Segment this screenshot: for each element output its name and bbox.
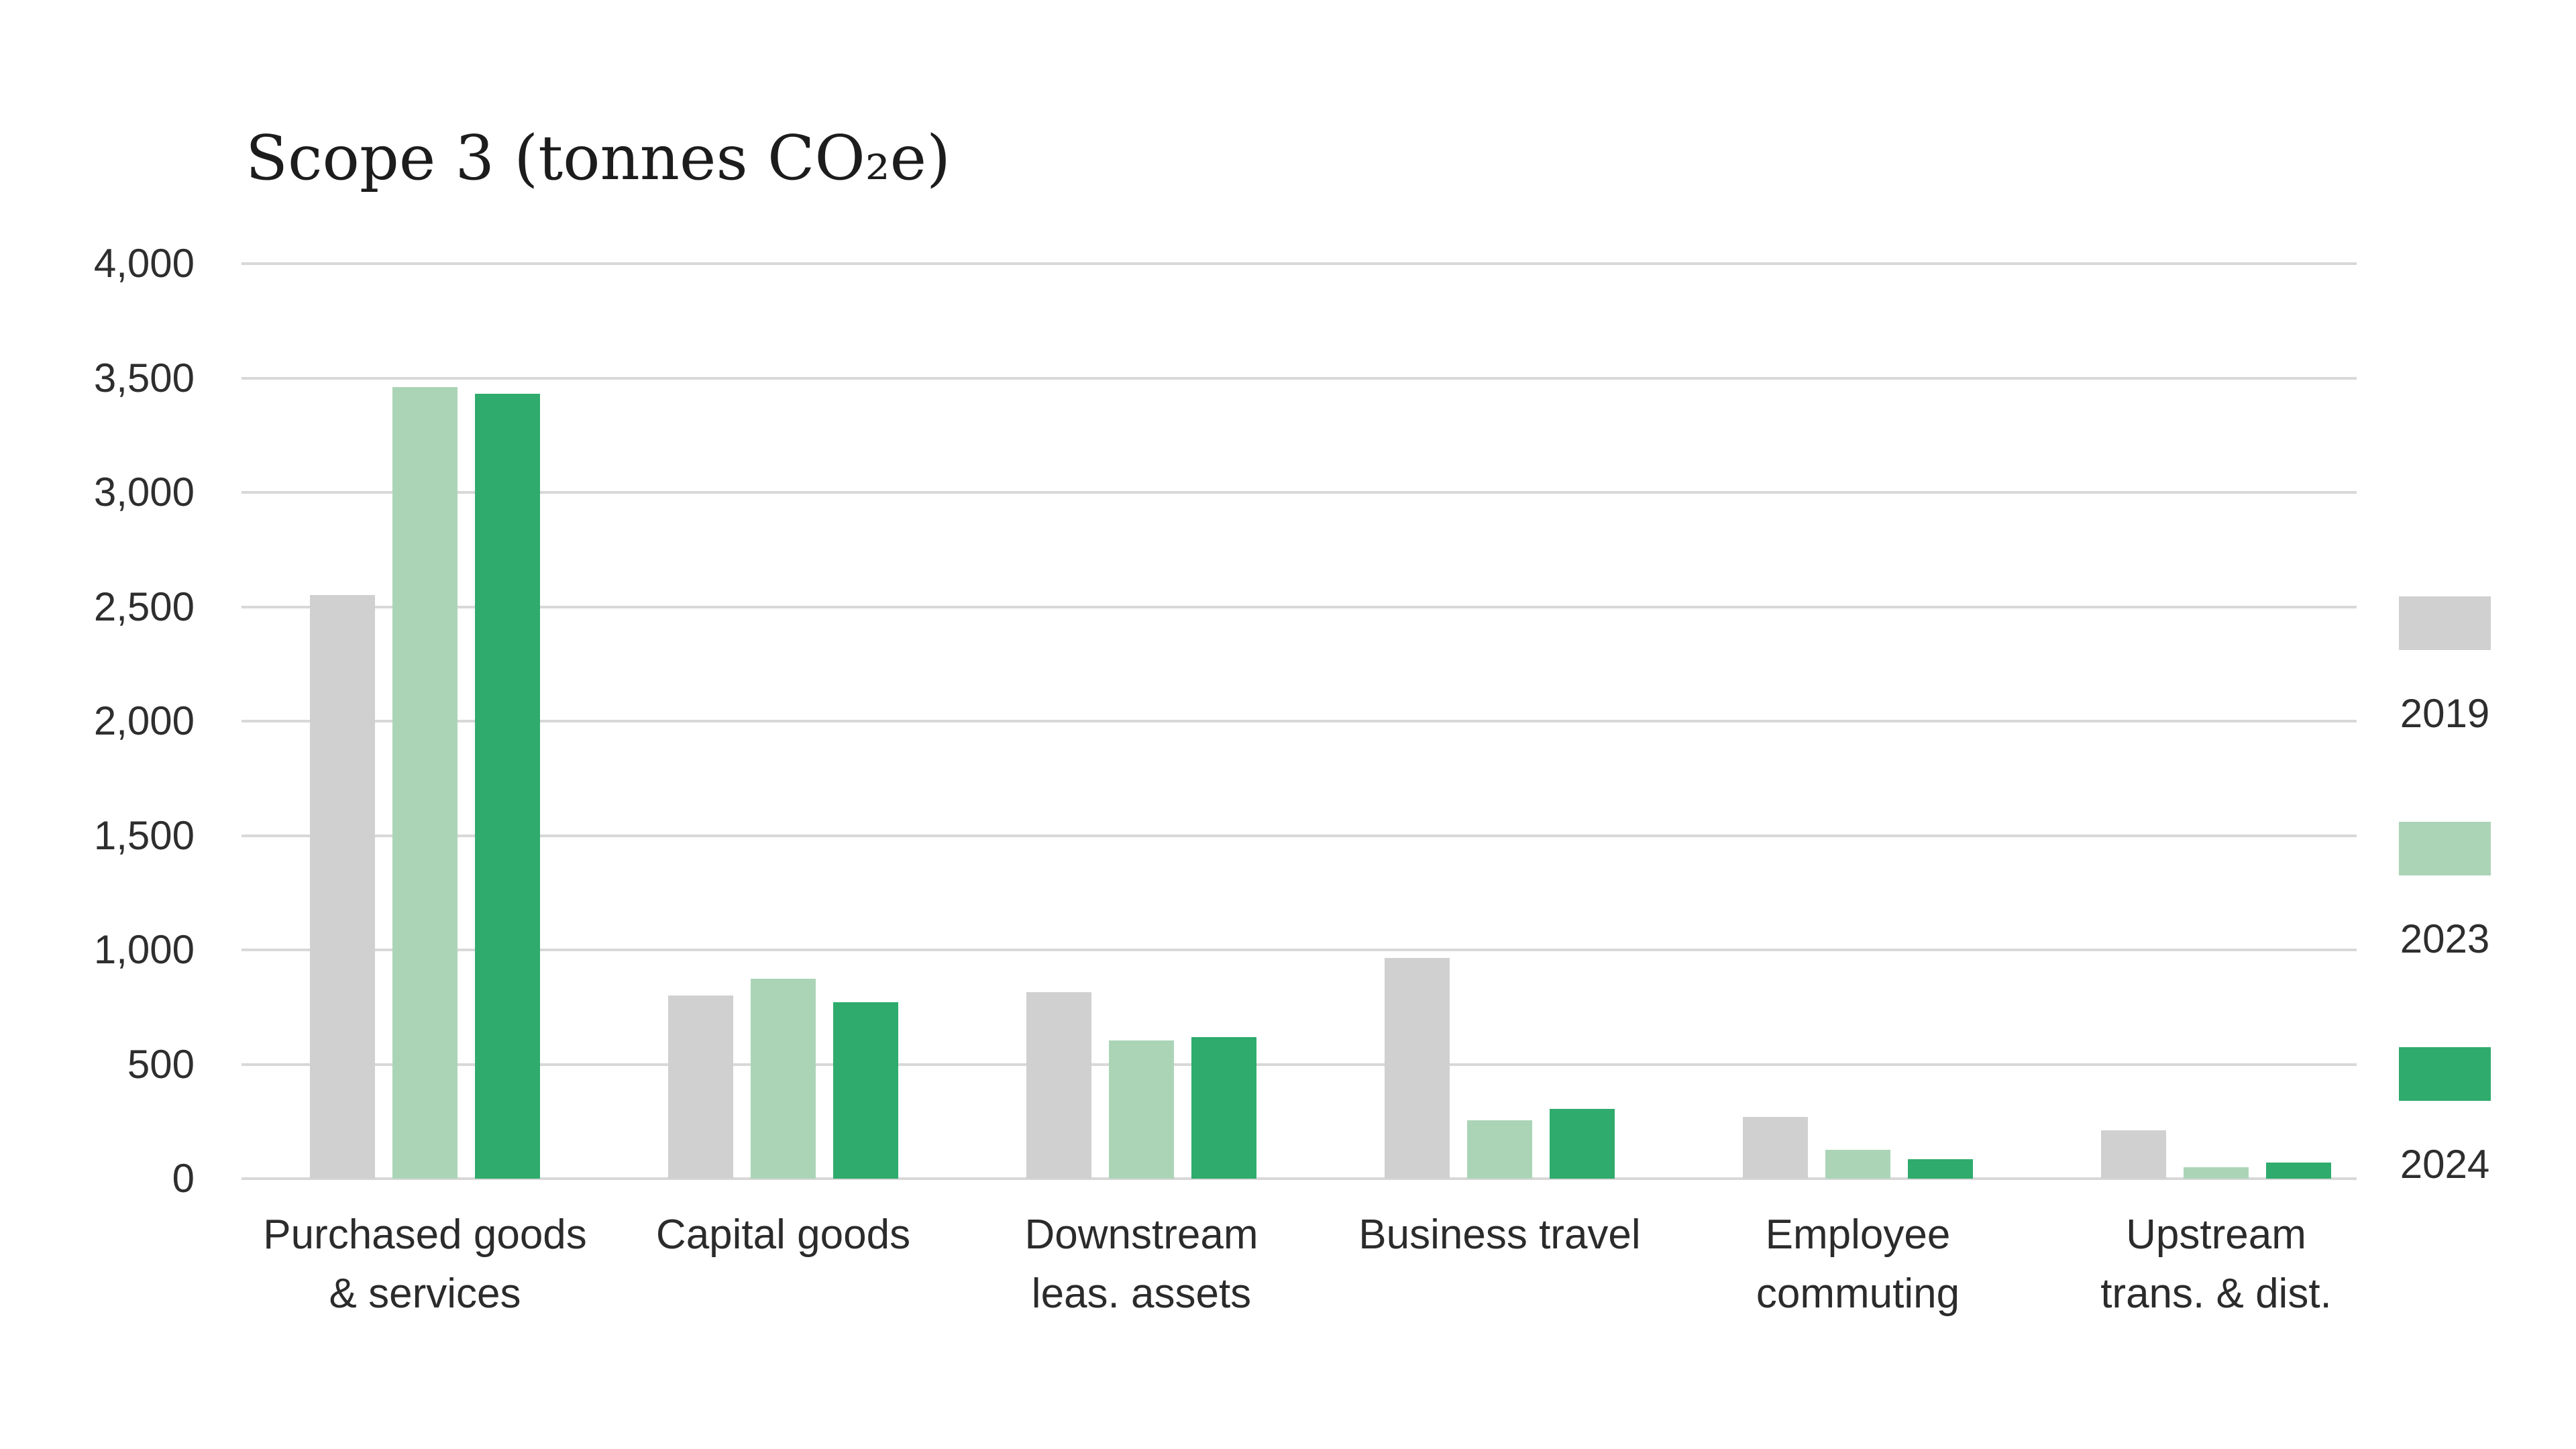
bar-2024-upstream-trans-dist — [2266, 1163, 2331, 1179]
y-tick-label-3000: 3,000 — [93, 470, 195, 515]
y-tick-label-2000: 2,000 — [93, 698, 195, 743]
y-tick-label-1000: 1,000 — [93, 927, 195, 972]
bar-2023-downstream-leas-assets — [1109, 1040, 1174, 1179]
gridline-500 — [241, 1063, 2357, 1066]
legend-label-2024: 2024 — [2400, 1142, 2490, 1187]
x-category-label-downstream-leas-assets: Downstream leas. assets — [1024, 1212, 1258, 1317]
bar-2024-employee-commuting — [1908, 1159, 1973, 1179]
bar-2023-purchased-goods-services — [392, 387, 458, 1179]
bar-2019-employee-commuting — [1743, 1116, 1808, 1179]
legend-swatch-2024 — [2399, 1047, 2491, 1101]
bar-group-downstream-leas-assets — [1026, 264, 1256, 1179]
y-tick-label-2500: 2,500 — [93, 584, 195, 629]
y-tick-label-0: 0 — [172, 1156, 195, 1201]
bar-2023-employee-commuting — [1825, 1150, 1890, 1179]
gridline-0 — [241, 1177, 2357, 1180]
gridline-3500 — [241, 376, 2357, 380]
legend-swatch-2019 — [2399, 596, 2491, 650]
bar-2019-business-travel — [1385, 957, 1450, 1179]
bar-2024-downstream-leas-assets — [1191, 1036, 1256, 1179]
y-tick-label-1500: 1,500 — [93, 812, 195, 858]
bar-2023-capital-goods — [751, 978, 816, 1179]
bar-2019-upstream-trans-dist — [2101, 1130, 2166, 1179]
y-tick-label-4000: 4,000 — [93, 241, 195, 286]
bar-2024-capital-goods — [833, 1002, 898, 1179]
gridline-2500 — [241, 605, 2357, 608]
legend-label-2019: 2019 — [2400, 691, 2490, 736]
legend-label-2023: 2023 — [2400, 916, 2490, 961]
legend-swatch-2023 — [2399, 822, 2491, 875]
bar-2023-business-travel — [1467, 1120, 1532, 1179]
x-category-label-employee-commuting: Employee commuting — [1756, 1212, 1960, 1317]
gridline-1000 — [241, 949, 2357, 951]
bar-group-purchased-goods-services — [310, 264, 540, 1179]
x-category-label-capital-goods: Capital goods — [655, 1212, 911, 1258]
bar-2019-capital-goods — [668, 996, 733, 1179]
bar-group-business-travel — [1385, 264, 1615, 1179]
x-category-label-upstream-trans-dist: Upstream trans. & dist. — [2100, 1212, 2332, 1317]
y-tick-label-500: 500 — [127, 1041, 195, 1087]
gridline-1500 — [241, 834, 2357, 837]
bar-2019-downstream-leas-assets — [1026, 992, 1091, 1179]
x-category-label-purchased-goods-services: Purchased goods & services — [263, 1212, 587, 1317]
gridline-3000 — [241, 491, 2357, 494]
bar-2019-purchased-goods-services — [310, 595, 375, 1179]
bar-group-capital-goods — [668, 264, 898, 1179]
y-tick-label-3500: 3,500 — [93, 355, 195, 400]
x-category-label-business-travel: Business travel — [1358, 1212, 1641, 1258]
bar-group-employee-commuting — [1743, 264, 1973, 1179]
gridline-4000 — [241, 262, 2357, 265]
chart-title: Scope 3 (tonnes CO₂e) — [246, 122, 951, 194]
bar-group-upstream-trans-dist — [2101, 264, 2331, 1179]
gridline-2000 — [241, 720, 2357, 722]
plot-area — [241, 262, 2357, 1180]
bar-2024-purchased-goods-services — [475, 394, 540, 1179]
bar-2023-upstream-trans-dist — [2184, 1167, 2249, 1179]
bar-2024-business-travel — [1550, 1109, 1615, 1179]
